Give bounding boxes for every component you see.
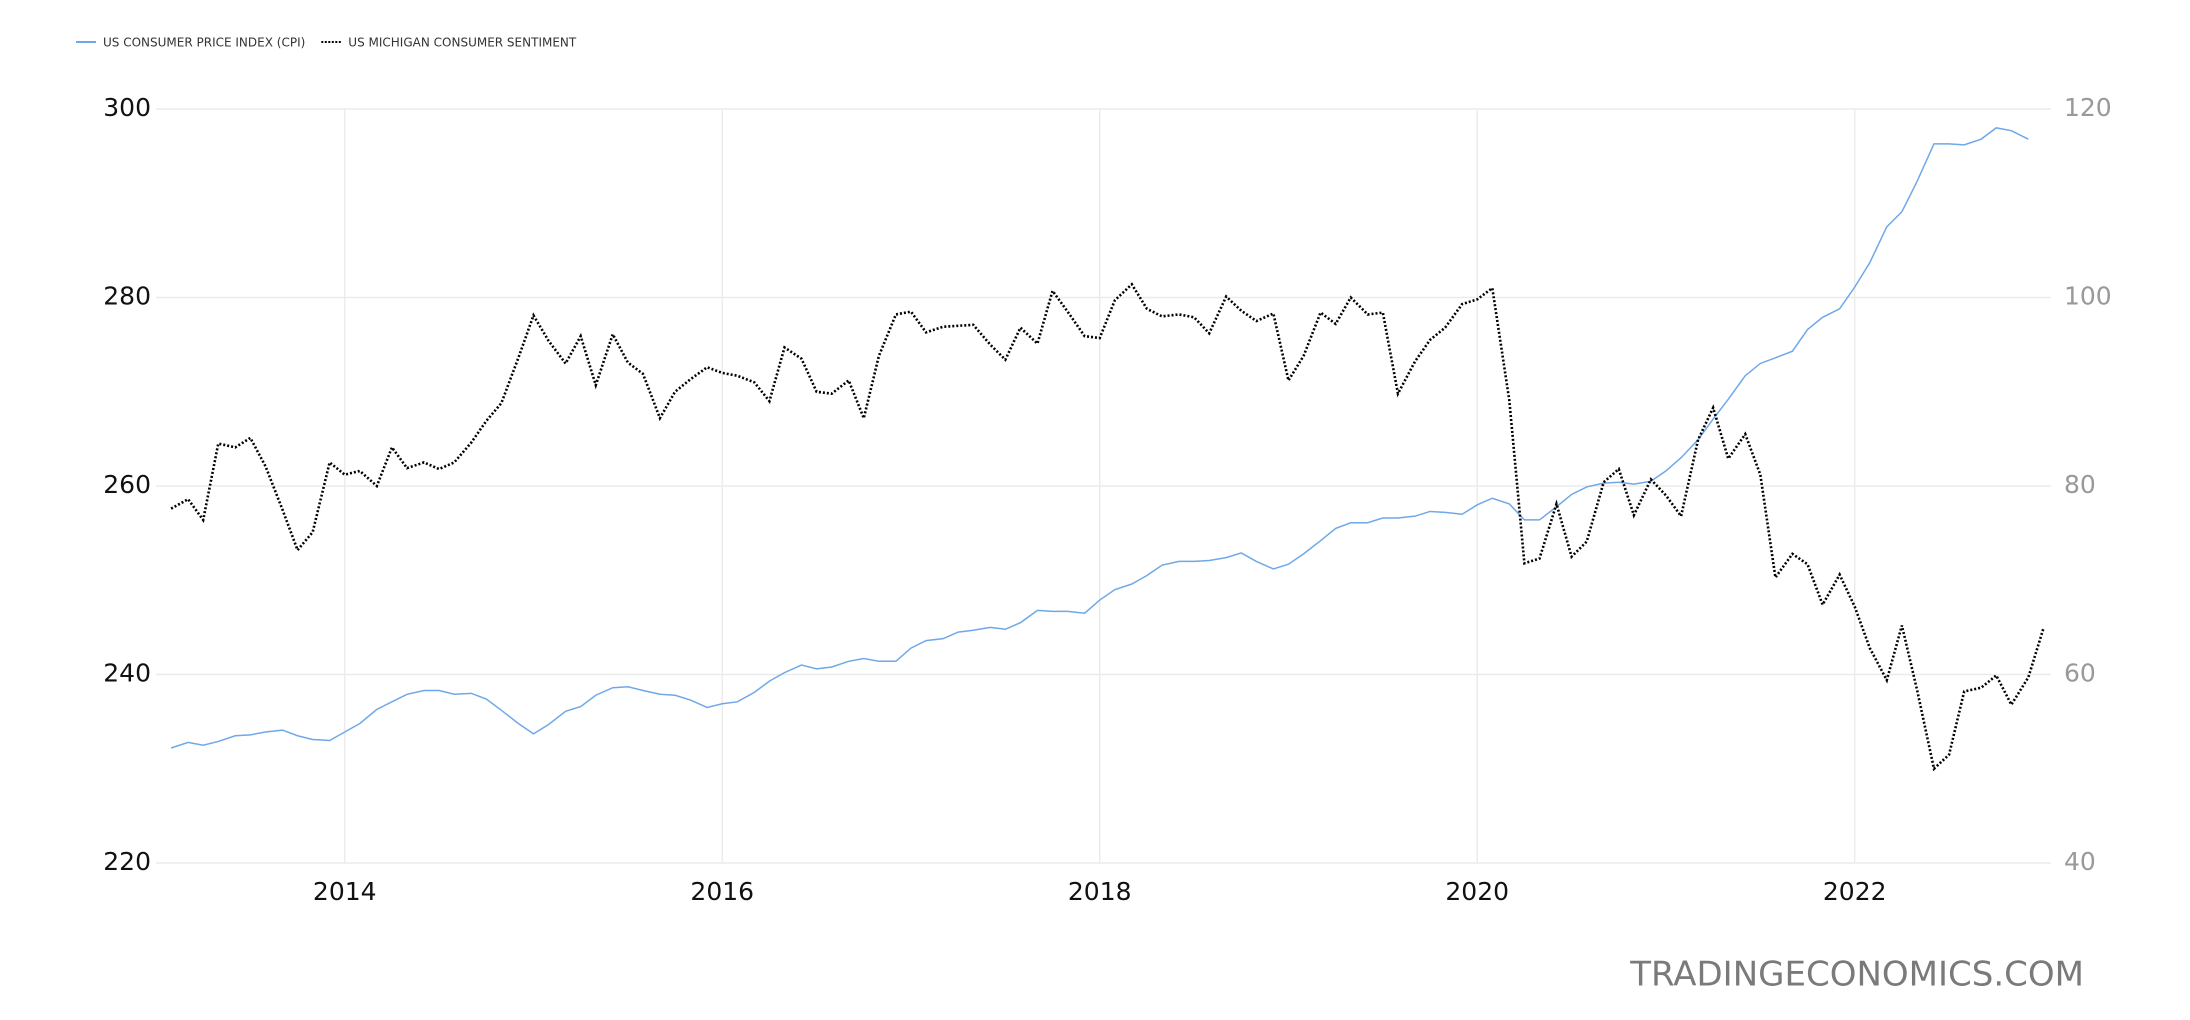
- legend-label: US MICHIGAN CONSUMER SENTIMENT: [348, 36, 577, 50]
- y-tick-label: 300: [103, 93, 151, 122]
- legend-label: US CONSUMER PRICE INDEX (CPI): [103, 36, 305, 50]
- x-tick-label: 2018: [1068, 877, 1132, 906]
- watermark: TRADINGECONOMICS.COM: [1629, 955, 2084, 995]
- x-tick-label: 2020: [1445, 877, 1509, 906]
- y-tick-label: 220: [103, 847, 151, 876]
- y2-tick-label: 120: [2064, 93, 2112, 122]
- y2-tick-label: 40: [2064, 847, 2096, 876]
- y2-tick-label: 80: [2064, 470, 2096, 499]
- y2-tick-label: 100: [2064, 282, 2112, 311]
- x-tick-label: 2014: [313, 877, 377, 906]
- x-tick-label: 2022: [1823, 877, 1887, 906]
- series-line: [170, 127, 2029, 749]
- y-tick-label: 240: [103, 659, 151, 688]
- series-line: [170, 282, 2045, 772]
- y-tick-label: 260: [103, 470, 151, 499]
- x-tick-label: 2016: [690, 877, 754, 906]
- y-tick-label: 280: [103, 282, 151, 311]
- y2-tick-label: 60: [2064, 659, 2096, 688]
